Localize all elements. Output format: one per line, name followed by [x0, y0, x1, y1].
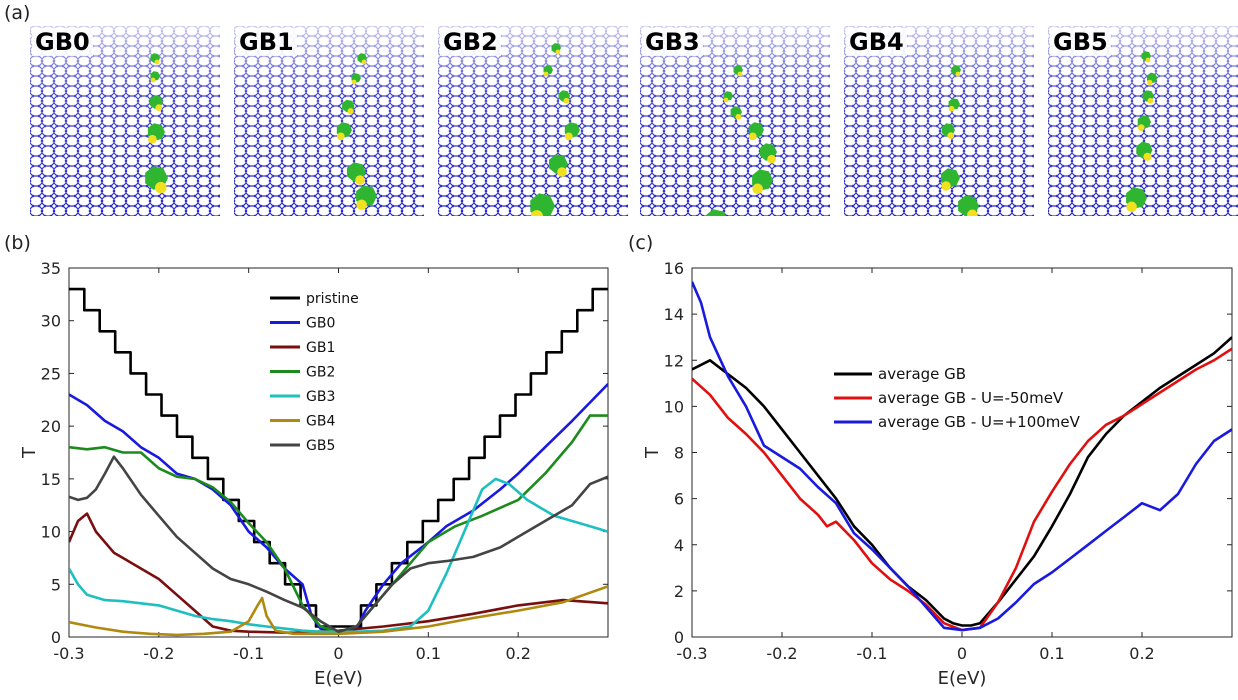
- y-tick-label: 4: [674, 536, 684, 555]
- y-tick-label: 10: [664, 397, 684, 416]
- y-tick-label: 25: [41, 364, 61, 383]
- y-tick-label: 6: [674, 490, 684, 509]
- legend-label: GB1: [306, 340, 335, 356]
- legend-label: GB4: [306, 414, 335, 430]
- x-tick-label: -0.1: [233, 644, 264, 663]
- x-axis-label: E(eV): [938, 668, 987, 689]
- x-axis-label: E(eV): [314, 668, 363, 689]
- x-tick-label: -0.1: [856, 644, 887, 663]
- x-tick-label: 0.2: [1129, 644, 1154, 663]
- y-tick-label: 5: [51, 575, 61, 594]
- chart-transmission-c: -0.3 -0.2 -0.1 0 0.1 0.20246810121416E(eV)Tav…: [642, 259, 1232, 689]
- x-tick-label: 0.1: [416, 644, 441, 663]
- y-tick-label: 0: [674, 628, 684, 647]
- y-tick-label: 10: [41, 523, 61, 542]
- y-tick-label: 30: [41, 312, 61, 331]
- y-tick-label: 8: [674, 444, 684, 463]
- legend-label: pristine: [306, 291, 359, 307]
- y-tick-label: 16: [664, 259, 684, 278]
- y-tick-label: 15: [41, 470, 61, 489]
- legend-label: average GB - U=+100meV: [878, 413, 1081, 431]
- x-tick-label: -0.2: [143, 644, 174, 663]
- x-tick-label: 0.2: [505, 644, 530, 663]
- y-tick-label: 14: [664, 305, 684, 324]
- y-tick-label: 12: [664, 351, 684, 370]
- y-axis-label: T: [19, 446, 40, 459]
- y-tick-label: 2: [674, 582, 684, 601]
- legend-label: average GB - U=-50meV: [878, 389, 1064, 407]
- x-tick-label: -0.2: [766, 644, 797, 663]
- legend-label: average GB: [878, 365, 966, 383]
- legend-label: GB2: [306, 365, 335, 381]
- y-tick-label: 0: [51, 628, 61, 647]
- chart-transmission-b: -0.3 -0.2 -0.1 0 0.1 0.2 0 5 10 15 20 25 30 35 E(eV) Tp…: [19, 259, 608, 689]
- legend-label: GB3: [306, 389, 335, 405]
- y-tick-label: 20: [41, 417, 61, 436]
- y-tick-label: 35: [41, 259, 61, 278]
- y-axis-label: T: [642, 446, 663, 459]
- x-tick-label: 0: [333, 644, 343, 663]
- legend-label: GB5: [306, 438, 335, 454]
- x-tick-label: 0.1: [1039, 644, 1064, 663]
- legend-label: GB0: [306, 316, 335, 332]
- x-tick-label: 0: [957, 644, 967, 663]
